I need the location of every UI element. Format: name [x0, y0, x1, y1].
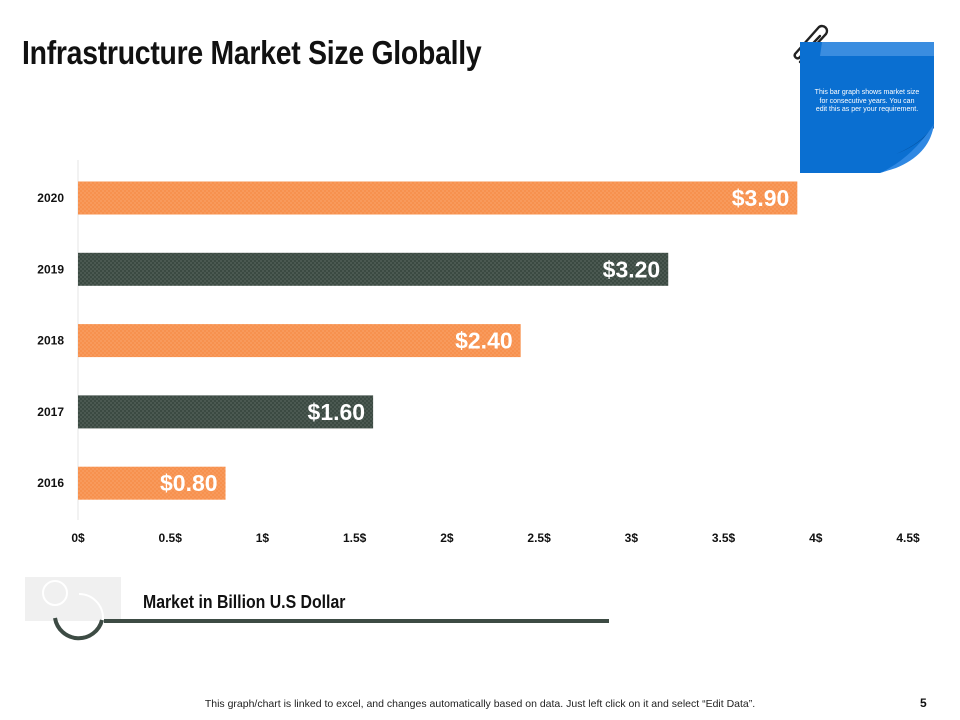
x-tick-label: 3.5$	[712, 531, 736, 545]
y-tick-label-2017: 2017	[37, 405, 64, 419]
x-tick-label: 0.5$	[159, 531, 183, 545]
x-tick-label: 4.5$	[896, 531, 920, 545]
legend-box	[25, 577, 121, 621]
x-tick-label: 3$	[625, 531, 639, 545]
x-tick-label: 4$	[809, 531, 823, 545]
data-label-2020: $3.90	[732, 185, 790, 211]
x-tick-label: 1.5$	[343, 531, 367, 545]
data-label-2018: $2.40	[455, 328, 513, 354]
paperclip-icon	[793, 24, 829, 64]
x-tick-label: 1$	[256, 531, 270, 545]
legend-underline	[104, 619, 609, 623]
page-number: 5	[920, 696, 927, 710]
bar-texture-2017	[78, 395, 374, 429]
data-label-2016: $0.80	[160, 470, 218, 496]
y-tick-label-2016: 2016	[37, 476, 64, 490]
bar-texture-2018	[78, 324, 521, 358]
bar-texture-2020	[78, 181, 798, 215]
x-tick-label: 2$	[440, 531, 454, 545]
sticky-note	[800, 42, 934, 173]
data-label-2017: $1.60	[308, 399, 366, 425]
data-label-2019: $3.20	[603, 256, 661, 282]
bar-texture-2019	[78, 252, 669, 286]
y-tick-label-2020: 2020	[37, 191, 64, 205]
x-tick-label: 0$	[71, 531, 85, 545]
x-tick-label: 2.5$	[527, 531, 551, 545]
bar-texture-2016	[78, 466, 226, 500]
footer-note: This graph/chart is linked to excel, and…	[204, 698, 756, 710]
y-tick-label-2019: 2019	[37, 262, 64, 276]
legend-circle-decoration	[42, 580, 104, 643]
legend-label: Market in Billion U.S Dollar	[143, 592, 346, 612]
sticky-note-text: This bar graph shows market size for con…	[814, 89, 920, 113]
y-tick-label-2018: 2018	[37, 334, 64, 348]
slide-title: Infrastructure Market Size Globally	[22, 34, 482, 71]
